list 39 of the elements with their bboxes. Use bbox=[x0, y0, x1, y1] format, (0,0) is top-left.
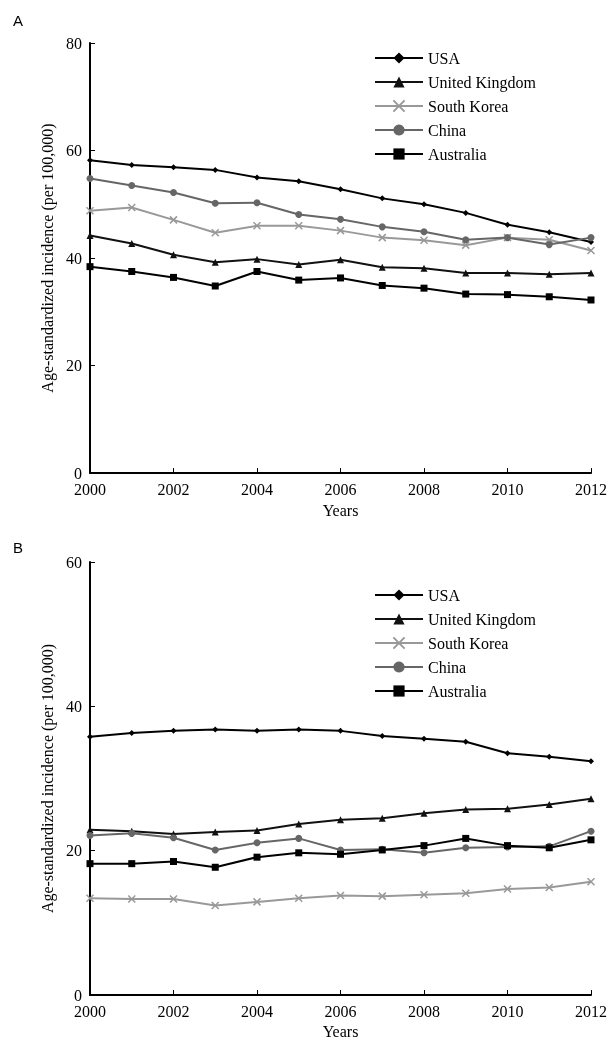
y-tick-label: 0 bbox=[74, 464, 82, 482]
legend-label: China bbox=[428, 121, 467, 139]
y-tick-label: 40 bbox=[66, 249, 82, 267]
x-tick-label: 2010 bbox=[491, 1002, 524, 1020]
y-tick-label: 20 bbox=[66, 357, 82, 375]
legend-label: South Korea bbox=[428, 634, 509, 652]
x-tick-label: 2004 bbox=[241, 1002, 273, 1020]
x-tick-label: 2000 bbox=[74, 1002, 106, 1020]
y-tick-label: 20 bbox=[66, 842, 82, 860]
legend-label: USA bbox=[428, 586, 461, 604]
x-tick-label: 2004 bbox=[241, 480, 273, 498]
legend-label: South Korea bbox=[428, 97, 509, 115]
x-axis-title: Years bbox=[322, 1023, 359, 1041]
x-tick-label: 2006 bbox=[324, 480, 357, 498]
x-tick-label: 2000 bbox=[74, 480, 106, 498]
y-tick-label: 60 bbox=[66, 142, 82, 160]
x-axis-title: Years bbox=[322, 501, 359, 519]
chart-title: B bbox=[13, 539, 24, 556]
y-tick-label: 60 bbox=[66, 553, 82, 571]
y-tick-label: 80 bbox=[66, 34, 82, 52]
x-tick-label: 2002 bbox=[157, 1002, 190, 1020]
legend-label: Australia bbox=[428, 682, 487, 700]
x-tick-label: 2012 bbox=[575, 480, 607, 498]
y-axis-title: Age-standardized incidence (per 100,000) bbox=[38, 643, 57, 914]
x-tick-label: 2006 bbox=[324, 1002, 357, 1020]
y-tick-label: 0 bbox=[74, 986, 82, 1004]
y-tick-label: 40 bbox=[66, 697, 82, 715]
legend-label: USA bbox=[428, 49, 461, 67]
legend-label: Australia bbox=[428, 145, 487, 163]
chart-title: A bbox=[13, 12, 24, 29]
legend-label: China bbox=[428, 658, 467, 676]
y-axis-title: Age-standardized incidence (per 100,000) bbox=[38, 123, 57, 393]
x-tick-label: 2008 bbox=[408, 480, 440, 498]
x-tick-label: 2010 bbox=[491, 480, 524, 498]
x-tick-label: 2002 bbox=[157, 480, 190, 498]
legend-label: United Kingdom bbox=[428, 73, 537, 92]
x-tick-label: 2012 bbox=[575, 1002, 607, 1020]
legend-label: United Kingdom bbox=[428, 610, 537, 629]
x-tick-label: 2008 bbox=[408, 1002, 440, 1020]
